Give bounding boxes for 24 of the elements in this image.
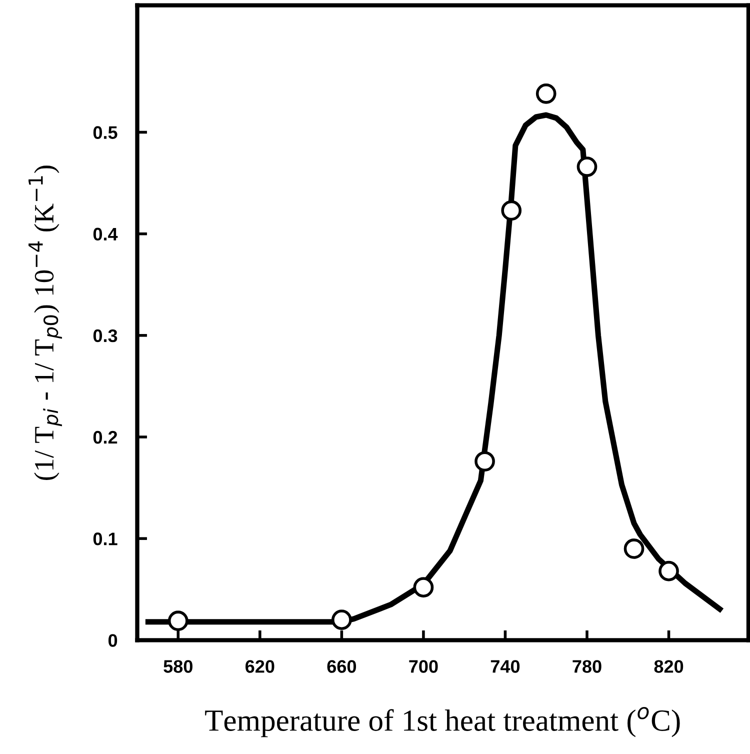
x-tick-label: 580 [164,660,192,673]
point [168,610,188,632]
point [576,156,598,177]
y-tick-label: 0.3 [93,329,118,342]
point [536,83,556,104]
text: (1/ T$_{pi}$ - 1/ T$_{p0}$) 10$^{−4}$ (K$^{−1}$) [28,166,62,480]
y-tick-label: 0 [108,634,118,647]
x-tick-label: 780 [572,660,602,673]
point [658,560,679,582]
point [624,538,644,559]
x-axis-title: Temperature of 1st heat treatment ($^{o}$C) [205,706,680,738]
point [413,577,434,598]
y-tick-label: 0.4 [93,228,118,241]
point [501,200,522,221]
y-tick-label: 0.2 [93,430,118,444]
y-tick-label: 0.1 [93,532,118,546]
point [332,610,352,630]
x-tick-label: 820 [654,660,684,673]
y-tick-label: 0.5 [93,126,118,139]
x-tick-label: 740 [490,660,520,673]
x-tick-label: 620 [246,660,274,673]
x-tick-label: 660 [327,660,356,673]
x-tick-label: 700 [409,660,438,673]
point [474,451,495,472]
